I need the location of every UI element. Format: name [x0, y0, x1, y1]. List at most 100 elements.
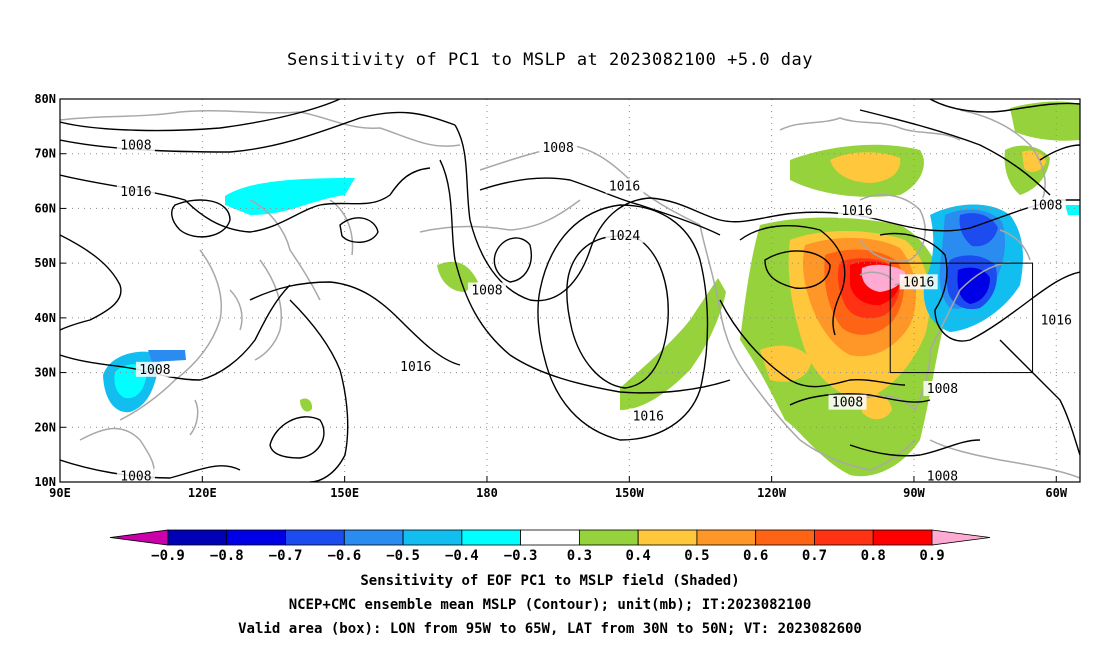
contour-label-text: 1008: [1031, 199, 1062, 214]
coast-south-america: [929, 439, 1080, 479]
contour-label-bg: [629, 408, 668, 424]
contour-label-bg: [923, 380, 962, 396]
contour-1008-north-2: [60, 99, 341, 132]
colorbar-label: 0.9: [919, 548, 944, 564]
coast-okhotsk: [249, 199, 321, 301]
contour-1008-atlantic: [999, 339, 1080, 456]
contour-1016-mid: [249, 281, 461, 366]
contour-label: 1008: [467, 282, 506, 299]
coast-china: [119, 249, 222, 421]
coast-kamchatka: [329, 199, 354, 256]
contour-1016-na: [739, 225, 846, 336]
colorbar-swatch: [167, 529, 228, 546]
lon-tick-label: 120W: [757, 486, 787, 500]
coast-mexico: [799, 439, 916, 471]
valid-area-box: [889, 262, 1034, 374]
contour-label-bg: [1027, 197, 1066, 213]
latitude-tick-labels: 10N 20N 30N 40N 50N 60N 70N 80N: [34, 92, 66, 489]
lon-tick-label: 150E: [330, 486, 359, 500]
contour-label-text: 1008: [832, 396, 863, 411]
contour-label-bg: [605, 178, 644, 194]
coast-aleutian: [419, 199, 581, 233]
shade-green-pacific: [437, 261, 478, 292]
contour-label-bg: [605, 227, 644, 243]
contour-1008-mex: [789, 393, 931, 406]
colorbar-swatch: [461, 529, 522, 546]
coastlines: [60, 109, 1080, 482]
contour-label-text: 1016: [1041, 314, 1072, 329]
colorbar-swatch: [578, 529, 639, 546]
lat-tick-label: 30N: [34, 366, 56, 380]
coast-greenland: [959, 109, 1046, 206]
contour-label-text: 1016: [400, 360, 431, 375]
contour-label-bg: [923, 468, 962, 484]
coast-na-east: [929, 261, 1011, 351]
contour-1008-seasia: [60, 459, 241, 479]
colorbar-label: −0.8: [210, 548, 244, 564]
colorbar-swatch: [637, 529, 698, 546]
lat-tick-label: 40N: [34, 311, 56, 325]
caption-line-3: Valid area (box): LON from 95W to 65W, L…: [238, 621, 862, 637]
colorbar-swatch: [402, 529, 463, 546]
lon-tick-label: 90E: [49, 486, 71, 500]
contour-label-text: 1016: [633, 409, 664, 424]
colorbar-label: −0.5: [386, 548, 420, 564]
lat-tick-label: 10N: [34, 475, 56, 489]
coast-hudson: [859, 194, 926, 262]
contour-label: 1024: [605, 227, 644, 244]
contour-label: 1016: [396, 359, 435, 375]
colorbar-swatch: [872, 529, 933, 546]
colorbar-extend-high: [931, 529, 991, 546]
contour-label-text: 1008: [120, 139, 151, 154]
shade-cyan-siberia: [225, 178, 355, 215]
contour-1008-east: [1039, 144, 1080, 161]
caption-line-2: NCEP+CMC ensemble mean MSLP (Contour); u…: [288, 597, 812, 613]
contour-1016-south: [289, 299, 349, 482]
contour-label-text: 1016: [841, 204, 872, 219]
contour-label: 1008: [923, 468, 962, 485]
coast-korea-japan: [229, 259, 282, 361]
plot-frame: [59, 98, 1081, 483]
contour-label-bg: [116, 468, 155, 484]
contour-1008-gulf: [719, 299, 906, 388]
contour-1016-high: [537, 204, 709, 441]
contour-label: 1016: [838, 203, 877, 219]
contour-label-bg: [396, 359, 435, 375]
map-title: Sensitivity of PC1 to MSLP at 2023082100…: [286, 50, 813, 70]
shade-green-greenland: [1010, 101, 1080, 141]
contour-1016-small-ring: [339, 217, 379, 243]
lon-tick-label: 60W: [1045, 486, 1067, 500]
colorbar-label: 0.8: [861, 548, 886, 564]
colorbar: −0.9 −0.8 −0.7 −0.6 −0.5 −0.4 −0.3 0.3 0.4 0.5 0.6…: [109, 529, 991, 564]
contour-label-bg: [899, 274, 938, 290]
lat-tick-label: 20N: [34, 420, 56, 434]
contour-1008-south: [849, 439, 981, 457]
contour-label: 1016: [1037, 312, 1076, 329]
contour-1016-pacific: [439, 159, 731, 394]
colorbar-swatch: [343, 529, 404, 546]
colorbar-swatch: [226, 529, 286, 546]
contour-label: 1016: [605, 178, 644, 195]
contour-label-bg: [467, 282, 506, 298]
caption-line-1: Sensitivity of EOF PC1 to MSLP field (Sh…: [360, 573, 740, 589]
contour-label-bg: [539, 140, 578, 156]
colorbar-label: 0.4: [626, 548, 651, 564]
contour-label-text: 1008: [120, 470, 151, 485]
contour-1008-china: [60, 284, 291, 381]
contour-label-text: 1024: [609, 229, 640, 244]
contour-label: 1008: [135, 361, 174, 378]
colorbar-label: −0.9: [151, 548, 185, 564]
contour-1016-na-ring: [764, 250, 831, 289]
coast-alaska: [479, 144, 701, 226]
lon-tick-label: 120E: [188, 486, 217, 500]
contour-label-text: 1016: [120, 185, 151, 200]
colorbar-label: −0.3: [504, 548, 538, 564]
colorbar-swatch: [755, 529, 815, 546]
colorbar-label: −0.7: [269, 548, 303, 564]
contour-label-bg: [838, 203, 877, 219]
colorbar-label: 0.3: [567, 548, 592, 564]
coast-newfoundland: [999, 229, 1031, 261]
colorbar-label: 0.7: [802, 548, 827, 564]
shade-blue-east-3: [957, 267, 990, 304]
lat-tick-label: 70N: [34, 147, 56, 161]
